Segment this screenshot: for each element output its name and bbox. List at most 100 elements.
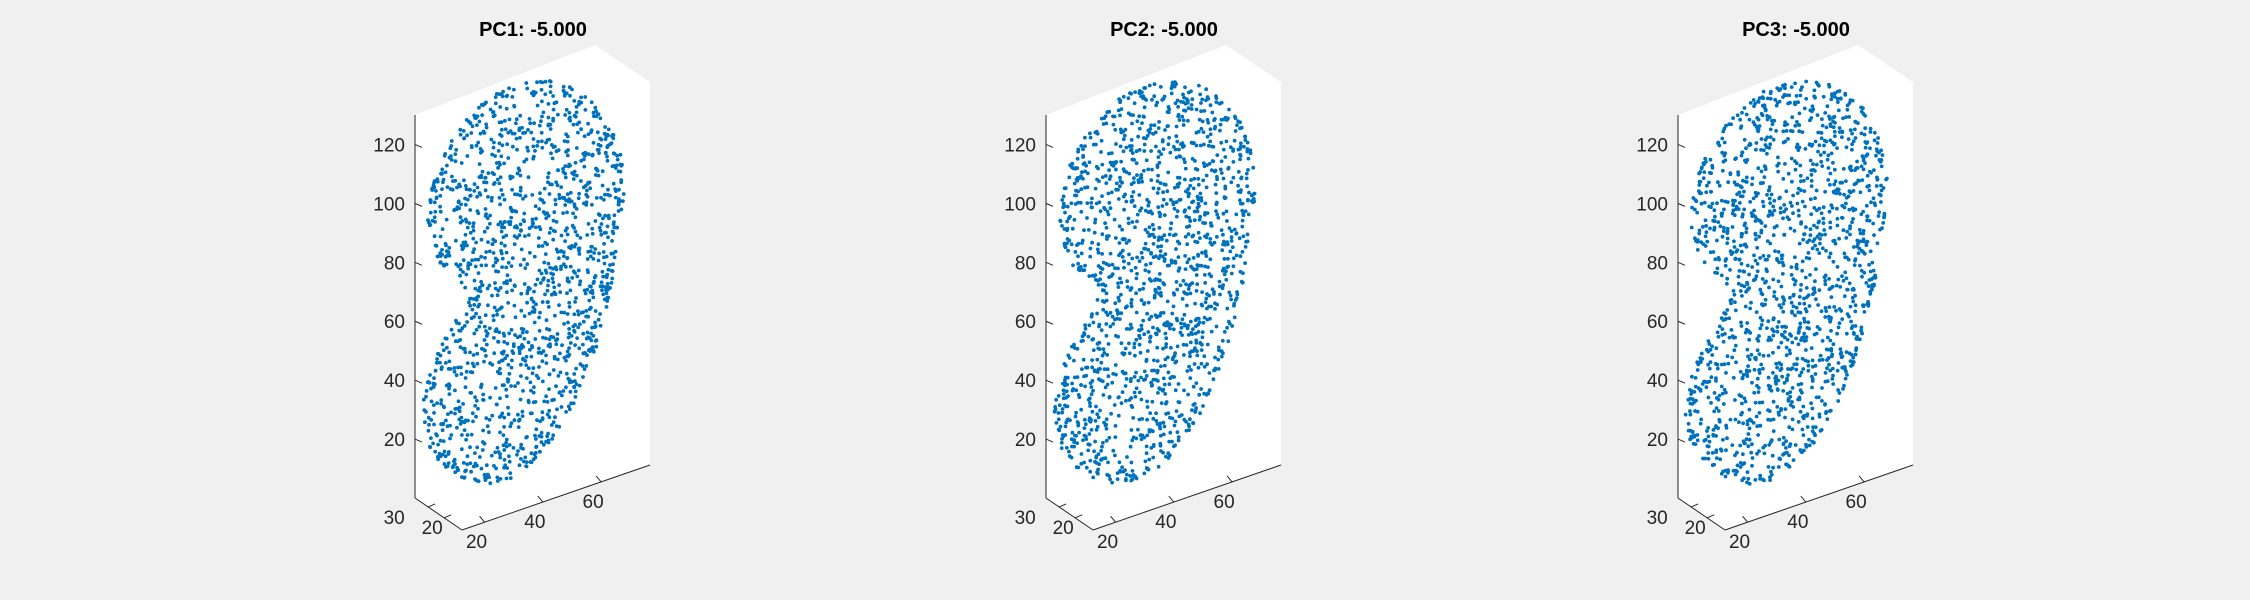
- scatter-point: [489, 137, 494, 142]
- scatter-point: [441, 439, 446, 443]
- scatter-point: [1836, 188, 1841, 193]
- scatter-point: [1745, 321, 1750, 325]
- scatter-point: [521, 389, 525, 393]
- scatter-point: [446, 250, 451, 255]
- scatter-point: [1185, 292, 1190, 296]
- scatter-point: [1083, 417, 1087, 422]
- scatter-point: [1219, 171, 1224, 175]
- scatter-point: [593, 320, 597, 325]
- scatter-point: [465, 154, 470, 158]
- scatter-point: [1072, 181, 1077, 186]
- scatter-point: [1774, 297, 1779, 301]
- scatter-point: [1104, 438, 1109, 443]
- scatter-point: [557, 196, 562, 201]
- scatter-point: [1849, 326, 1854, 331]
- scatter-point: [540, 300, 545, 304]
- scatter-point: [1825, 157, 1830, 162]
- scatter-point: [534, 216, 538, 221]
- scatter-point: [1794, 265, 1799, 269]
- scatter-point: [1184, 419, 1188, 424]
- scatter-point: [565, 226, 569, 231]
- scatter-point: [1837, 391, 1842, 395]
- scatter-point: [1706, 362, 1710, 367]
- scatter-point: [1144, 263, 1148, 267]
- scatter-point: [1139, 298, 1144, 303]
- scatter-point: [1173, 419, 1178, 424]
- scatter-point: [1722, 126, 1727, 131]
- scatter-point: [617, 187, 621, 192]
- scatter-point: [438, 193, 443, 198]
- scatter-point: [1706, 339, 1711, 343]
- scatter-point: [1118, 127, 1123, 132]
- scatter-point: [426, 218, 430, 223]
- scatter-point: [1214, 209, 1218, 214]
- scatter-point: [552, 397, 556, 402]
- scatter-point: [1775, 405, 1780, 409]
- scatter-point: [1815, 225, 1819, 230]
- scatter-point: [1724, 423, 1728, 428]
- scatter-point: [495, 369, 500, 374]
- scatter-point: [1865, 140, 1870, 145]
- scatter-point: [461, 258, 466, 263]
- scatter-point: [1077, 266, 1081, 270]
- scatter-point: [501, 314, 505, 319]
- scatter-point: [1104, 417, 1109, 422]
- scatter-point: [1238, 157, 1242, 162]
- scatter-point: [1096, 283, 1101, 287]
- scatter-point: [1836, 108, 1841, 113]
- scatter-point: [1229, 235, 1234, 240]
- scatter-point: [1816, 149, 1820, 154]
- z-tick-mark: [414, 438, 423, 443]
- scatter-point: [1112, 217, 1117, 222]
- scatter-point: [484, 212, 488, 217]
- scatter-point: [475, 123, 479, 127]
- scatter-point: [1753, 277, 1758, 281]
- scatter-point: [569, 334, 574, 338]
- scatter-point: [1071, 166, 1076, 171]
- scatter-point: [1139, 173, 1144, 177]
- scatter-point: [1099, 150, 1103, 154]
- scatter-point: [502, 340, 507, 344]
- scatter-point: [1841, 387, 1845, 391]
- scatter-point: [1794, 362, 1799, 367]
- scatter-point: [517, 345, 521, 350]
- scatter-point: [1717, 143, 1722, 148]
- scatter-point: [574, 105, 579, 109]
- scatter-point: [1781, 435, 1786, 440]
- scatter-point: [1189, 178, 1193, 182]
- scatter-point: [1765, 257, 1769, 262]
- scatter-point: [522, 211, 527, 216]
- scatter-point: [1738, 443, 1743, 448]
- scatter-point: [1191, 233, 1196, 238]
- scatter-point: [1841, 167, 1846, 171]
- scatter-point: [1768, 127, 1773, 132]
- scatter-point: [428, 373, 432, 377]
- scatter-point: [510, 288, 514, 293]
- scatter-point: [1182, 322, 1187, 326]
- scatter-point: [1745, 263, 1750, 268]
- scatter-point: [551, 228, 556, 233]
- scatter-point: [1750, 265, 1755, 269]
- scatter-point: [562, 254, 566, 259]
- scatter-point: [1819, 233, 1824, 237]
- scatter-point: [466, 264, 470, 268]
- scatter-point: [1830, 94, 1835, 98]
- scatter-point: [1161, 346, 1165, 351]
- scatter-point: [579, 158, 584, 163]
- scatter-point: [512, 418, 517, 423]
- scatter-point: [566, 335, 571, 340]
- scatter-point: [445, 345, 449, 350]
- scatter-point: [504, 476, 509, 481]
- scatter-point: [600, 288, 604, 293]
- scatter-point: [1082, 374, 1086, 379]
- scatter-point: [1726, 180, 1731, 185]
- scatter-point: [515, 335, 520, 340]
- scatter-point: [1806, 320, 1811, 325]
- scatter-point: [538, 449, 542, 454]
- scatter-point: [552, 210, 557, 215]
- scatter-point: [1098, 271, 1103, 275]
- scatter-point: [1733, 417, 1738, 422]
